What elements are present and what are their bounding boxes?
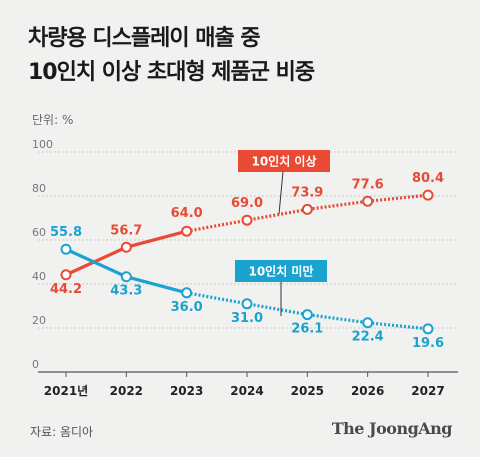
legend-badge — [238, 150, 330, 172]
data-point — [241, 214, 253, 226]
data-point — [60, 243, 72, 255]
y-tick-label: 60 — [32, 226, 46, 239]
x-tick-label: 2023 — [170, 384, 203, 398]
data-label: 56.7 — [110, 223, 142, 238]
data-label: 73.9 — [291, 185, 323, 200]
brand-logo: The JoongAng — [331, 419, 453, 438]
data-point — [181, 225, 193, 237]
series-line-forecast — [186, 193, 429, 233]
data-label: 31.0 — [231, 311, 263, 326]
data-label: 26.1 — [291, 322, 323, 337]
data-point — [241, 298, 253, 310]
y-tick-label: 80 — [32, 182, 46, 195]
series-line-forecast — [186, 291, 429, 331]
source-label: 자료: 옴디아 — [30, 425, 94, 439]
title-line-2: 10인치 이상 초대형 제품군 비중 — [28, 60, 315, 85]
data-label: 43.3 — [110, 284, 142, 299]
data-label: 55.8 — [50, 225, 82, 240]
data-label: 64.0 — [171, 206, 203, 221]
legend-badge — [235, 260, 327, 282]
data-label: 69.0 — [231, 196, 263, 211]
legend-label: 10인치 이상 — [251, 154, 316, 169]
y-tick-label: 20 — [32, 314, 46, 327]
x-tick-label: 2027 — [411, 384, 444, 398]
legend-label: 10인치 미만 — [248, 264, 313, 279]
data-point — [120, 271, 132, 283]
x-tick-label: 2026 — [351, 384, 384, 398]
data-point — [362, 317, 374, 329]
data-label: 44.2 — [50, 282, 82, 297]
y-tick-label: 100 — [32, 138, 53, 151]
data-point — [60, 269, 72, 281]
x-tick-label: 2021년 — [44, 384, 88, 398]
y-tick-label: 0 — [32, 358, 39, 371]
x-tick-label: 2022 — [110, 384, 143, 398]
data-label: 22.4 — [352, 330, 384, 345]
chart-title: 차량용 디스플레이 매출 중 10인치 이상 초대형 제품군 비중 — [28, 22, 315, 90]
data-label: 36.0 — [171, 300, 203, 315]
data-point — [120, 241, 132, 253]
data-point — [301, 203, 313, 215]
x-tick-label: 2024 — [230, 384, 263, 398]
data-label: 19.6 — [412, 336, 444, 351]
y-tick-label: 40 — [32, 270, 46, 283]
data-point — [362, 195, 374, 207]
data-point — [422, 189, 434, 201]
title-line-1: 차량용 디스플레이 매출 중 — [28, 26, 261, 51]
data-label: 80.4 — [412, 171, 444, 186]
data-label: 77.6 — [352, 177, 384, 192]
data-point — [301, 309, 313, 321]
unit-label: 단위: % — [32, 113, 74, 127]
data-point — [181, 287, 193, 299]
data-point — [422, 323, 434, 335]
x-tick-label: 2025 — [291, 384, 324, 398]
